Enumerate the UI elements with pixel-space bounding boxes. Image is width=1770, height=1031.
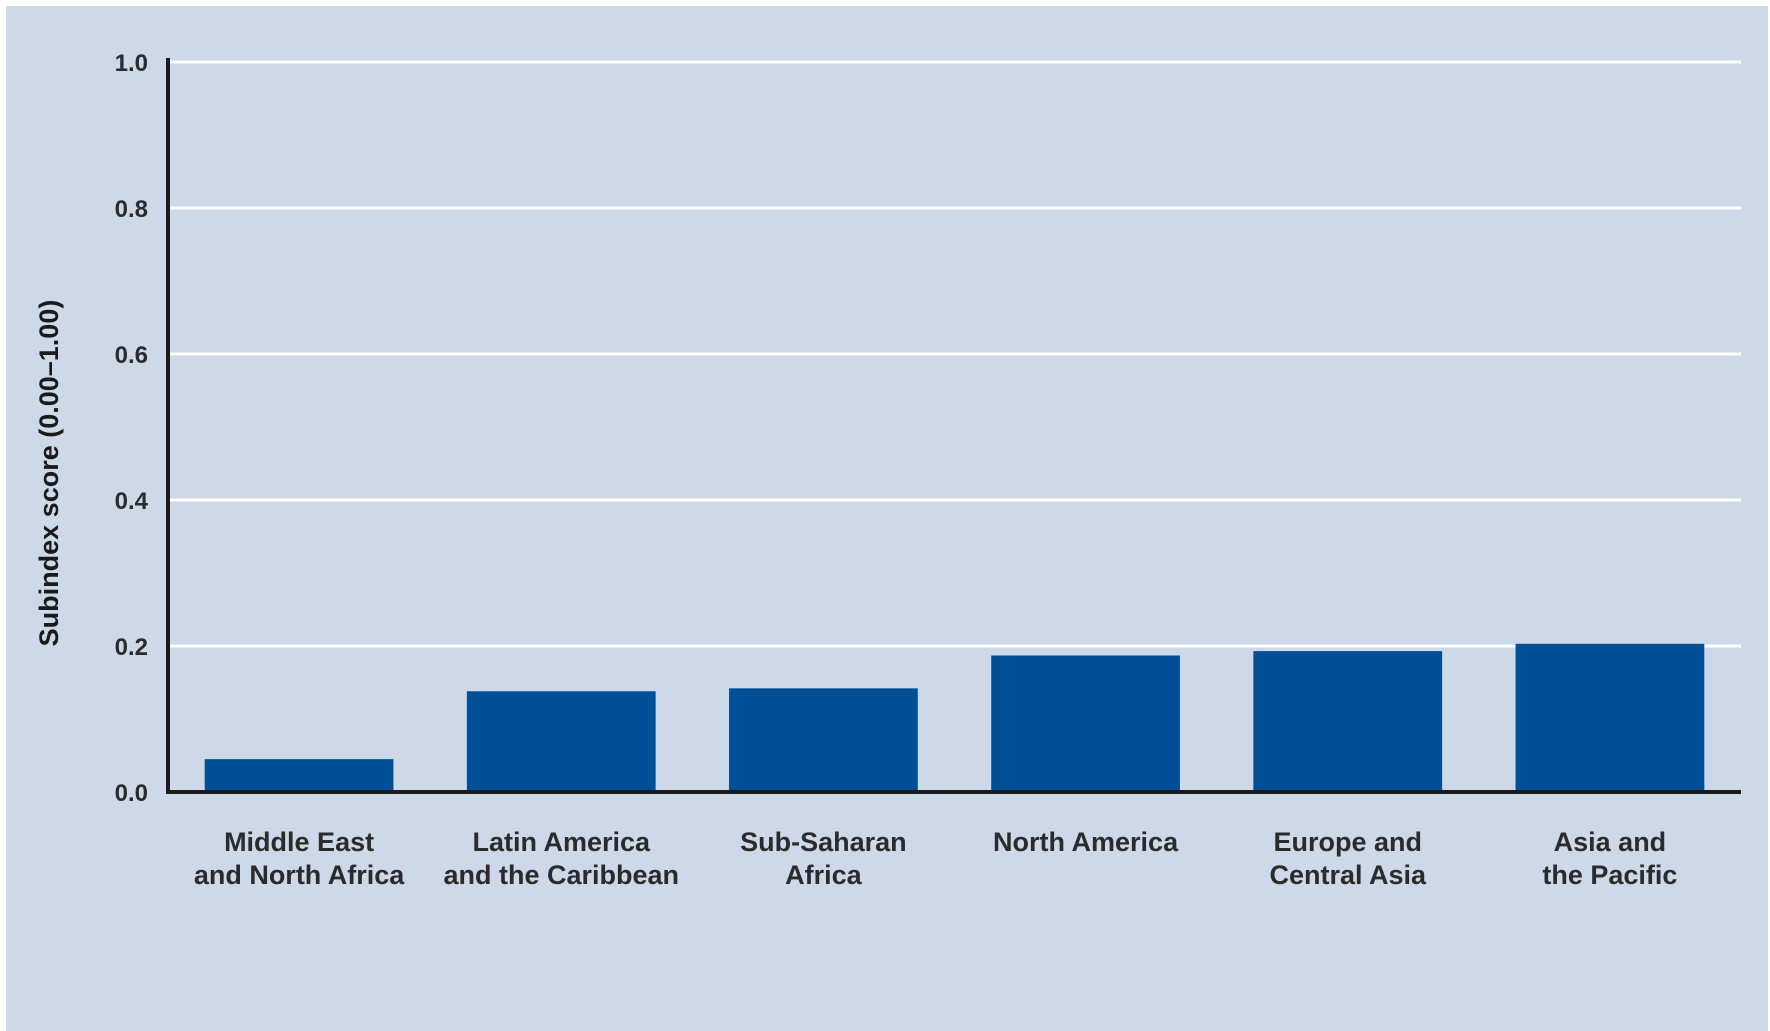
bar <box>204 759 394 792</box>
category-label: Latin America and the Caribbean <box>443 827 679 890</box>
bar <box>466 691 656 792</box>
axes <box>166 58 1741 794</box>
category-labels: Middle East and North Africa Latin America… <box>194 827 1678 890</box>
category-label-line: Africa <box>785 860 863 890</box>
chart-panel: 0.0 0.2 0.4 0.6 0.8 1.0 Middle East and North … <box>6 6 1768 1031</box>
y-tick-label: 0.2 <box>115 634 148 661</box>
category-label-line: the Pacific <box>1542 860 1677 890</box>
y-tick-labels: 0.0 0.2 0.4 0.6 0.8 1.0 <box>115 50 149 807</box>
category-label: North America <box>993 827 1179 857</box>
y-tick-label: 0.0 <box>115 780 148 807</box>
y-tick-label: 0.4 <box>115 488 149 515</box>
bar-chart: 0.0 0.2 0.4 0.6 0.8 1.0 Middle East and North … <box>34 50 1741 890</box>
category-label: Sub-Saharan Africa <box>740 827 907 890</box>
category-label: Asia and the Pacific <box>1542 827 1677 890</box>
category-label-line: and North Africa <box>194 860 405 890</box>
category-label: Europe and Central Asia <box>1269 827 1427 890</box>
gridlines <box>168 60 1741 648</box>
bar <box>1515 643 1705 792</box>
category-label-line: Asia and <box>1554 827 1667 857</box>
y-tick-label: 1.0 <box>115 50 148 77</box>
bars <box>204 643 1705 792</box>
category-label: Middle East and North Africa <box>194 827 405 890</box>
category-label-line: Latin America <box>472 827 651 857</box>
y-tick-label: 0.6 <box>115 342 148 369</box>
bar <box>729 688 918 792</box>
category-label-line: Central Asia <box>1269 860 1427 890</box>
y-tick-label: 0.8 <box>115 196 148 223</box>
bar <box>991 655 1180 792</box>
category-label-line: Sub-Saharan <box>740 827 907 857</box>
category-label-line: Europe and <box>1273 827 1422 857</box>
category-label-line: Middle East <box>224 827 374 857</box>
category-label-line: and the Caribbean <box>443 860 679 890</box>
bar <box>1253 651 1443 792</box>
y-axis-title: Subindex score (0.00–1.00) <box>34 300 64 647</box>
category-label-line: North America <box>993 827 1179 857</box>
